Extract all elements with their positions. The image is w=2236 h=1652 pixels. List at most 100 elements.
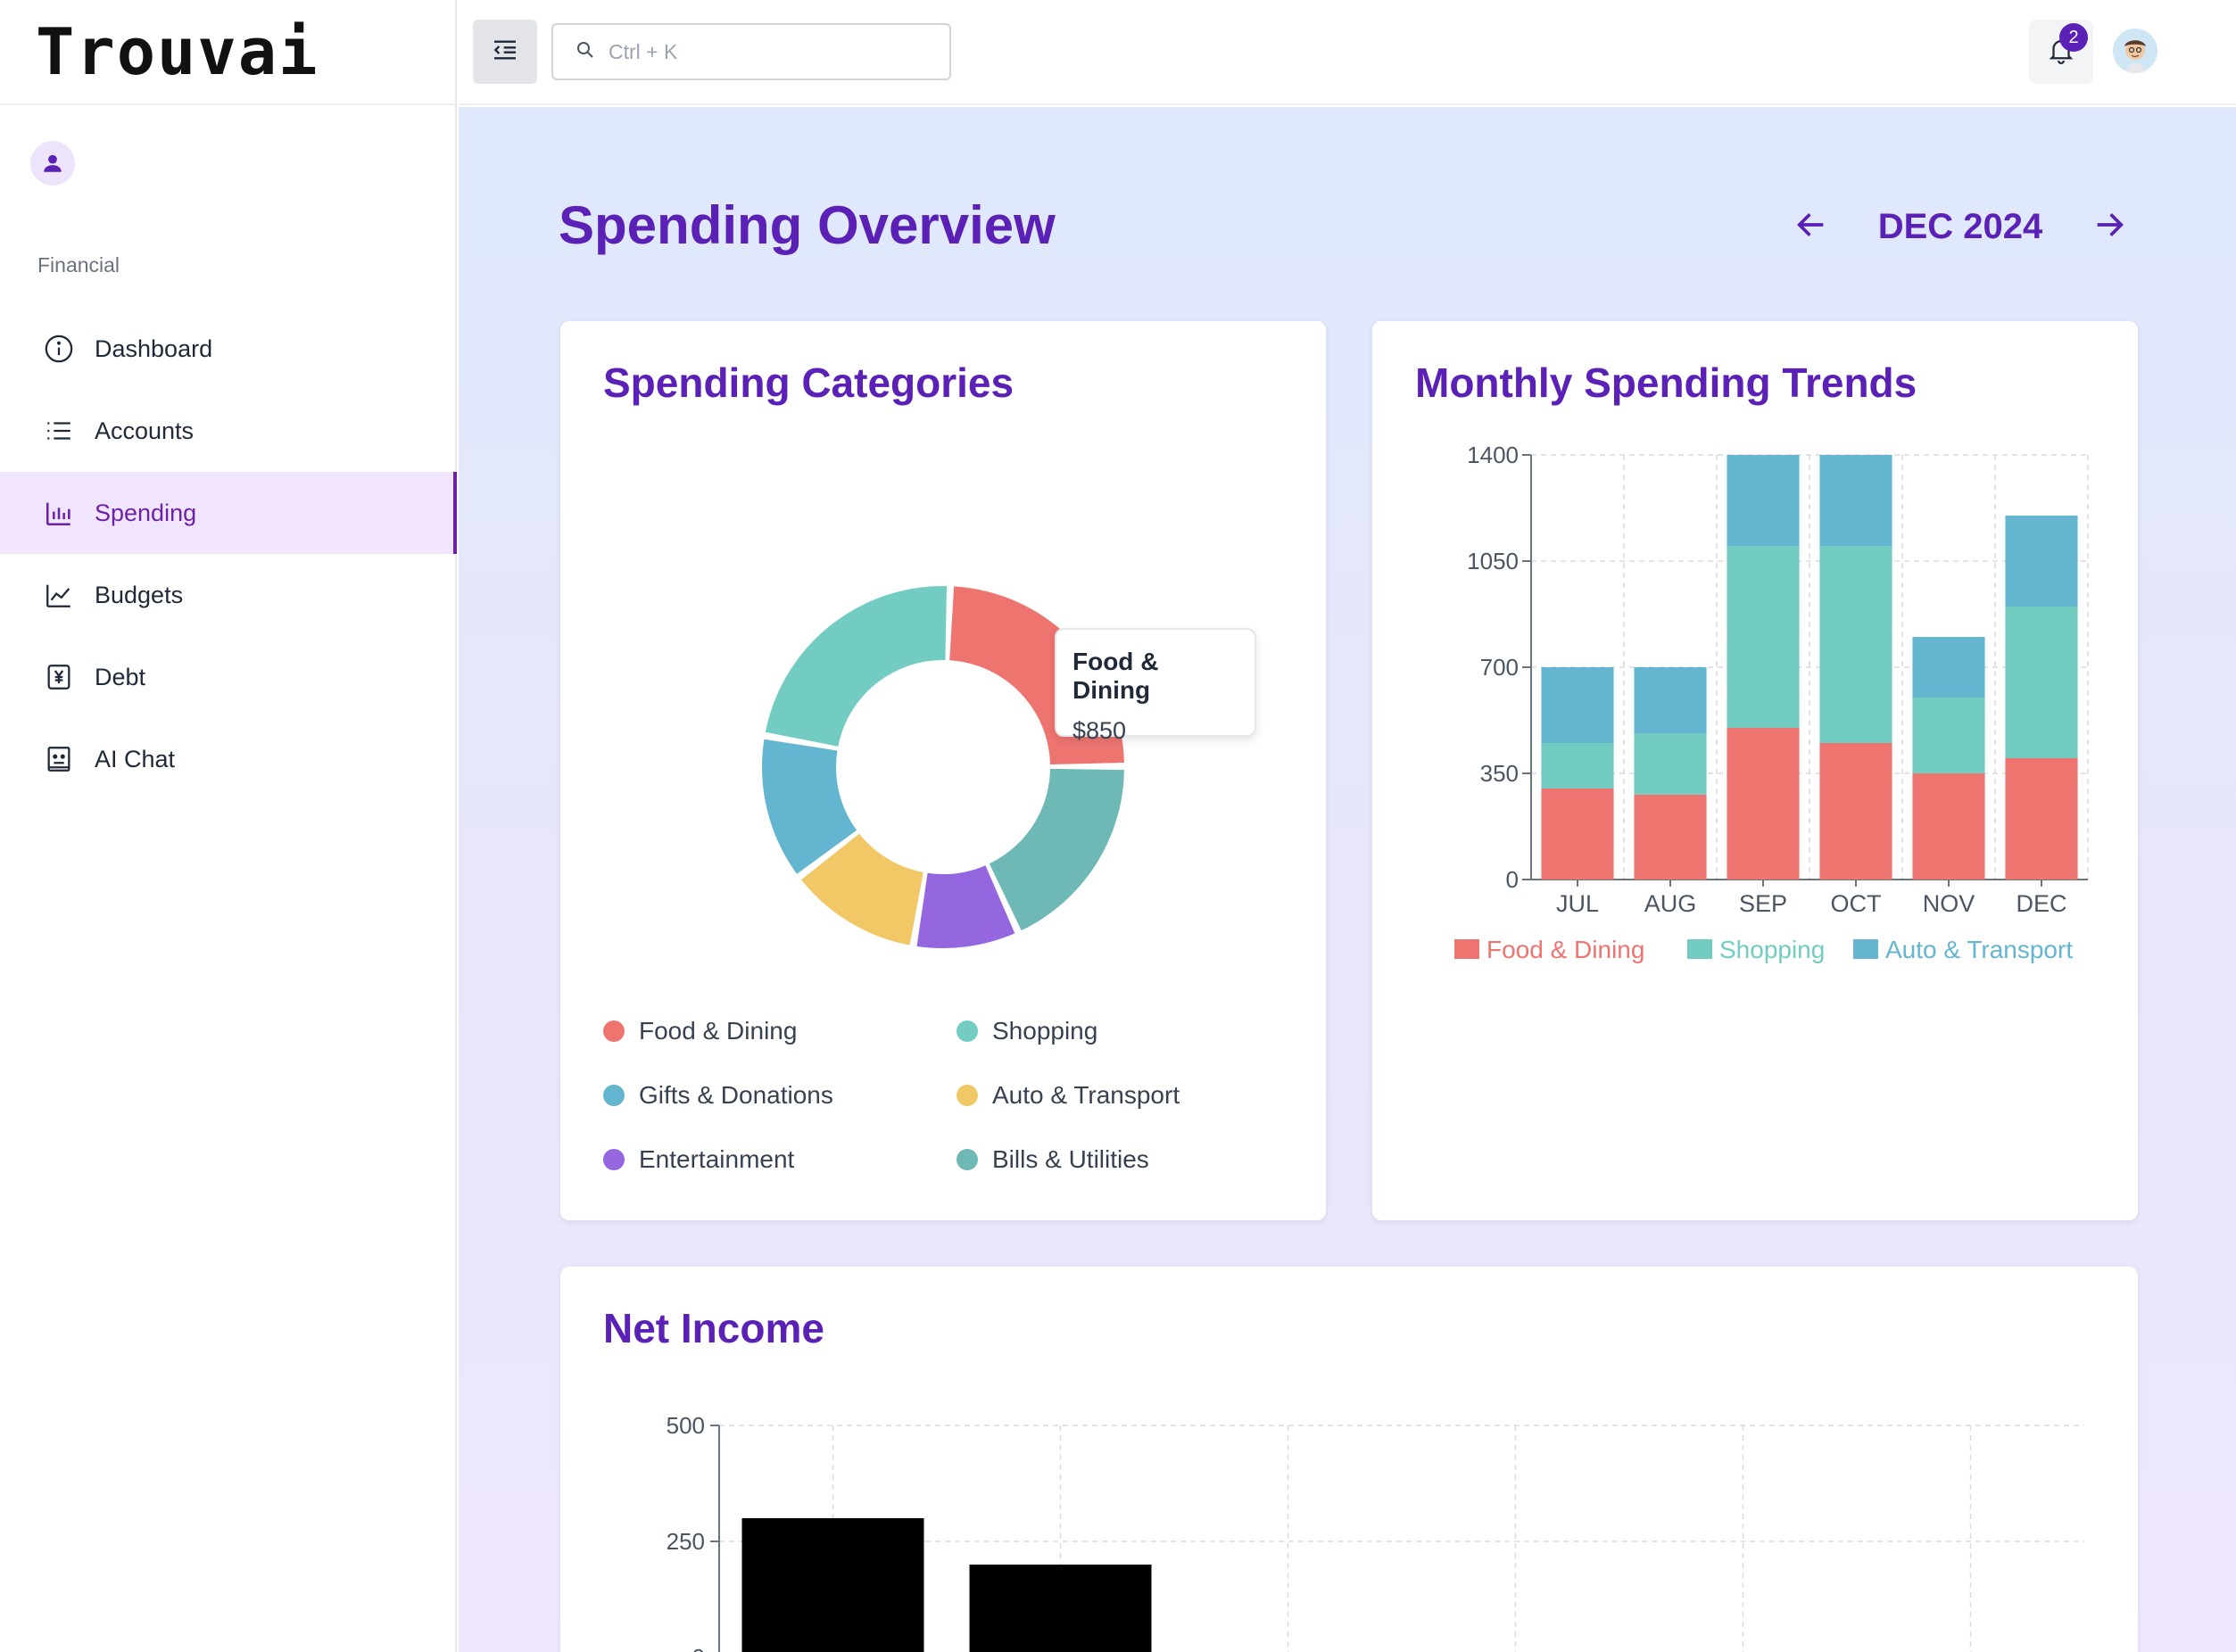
bar-segment-SEP-0[interactable] <box>1727 728 1800 880</box>
legend-swatch <box>1454 939 1479 959</box>
donut-slice-1[interactable] <box>989 768 1124 931</box>
card-title: Spending Categories <box>603 359 1014 406</box>
y-tick-label: 0 <box>1506 866 1519 893</box>
sidebar-item-spending[interactable]: Spending <box>0 472 457 554</box>
legend-dot <box>603 1020 625 1042</box>
monthly-trends-card: Monthly Spending Trends 0 350 700 1050 1400 J… <box>1372 321 2138 1220</box>
legend-dot <box>603 1085 625 1106</box>
list-icon <box>43 415 75 447</box>
donut-slice-3[interactable] <box>801 833 923 946</box>
bar-segment-JUL-1[interactable] <box>1541 743 1614 789</box>
yen-doc-icon <box>43 661 75 693</box>
sidebar-item-dashboard[interactable]: Dashboard <box>0 308 457 390</box>
next-month-button[interactable] <box>2084 202 2134 252</box>
arrow-right-icon <box>2091 207 2127 247</box>
info-circle-icon <box>43 333 75 365</box>
sidebar-item-label: Budgets <box>95 581 184 608</box>
sidebar-item-label: Dashboard <box>95 335 213 362</box>
bar-segment-AUG-2[interactable] <box>1634 667 1707 734</box>
sidebar-nav: Dashboard Accounts Spending Budgets Debt <box>0 308 457 800</box>
net-income-card: Net Income 0 250 500 <box>560 1267 2138 1652</box>
net-income-bar-chart: 0 250 500 <box>667 1412 2084 1652</box>
legend-item-gifts[interactable]: Gifts & Donations <box>603 1081 833 1110</box>
bar-segment-OCT-0[interactable] <box>1819 743 1892 880</box>
legend-label: Food & Dining <box>639 1017 798 1045</box>
page-title: Spending Overview <box>559 195 1056 255</box>
donut-chart <box>762 586 1124 948</box>
legend-label: Auto & Transport <box>992 1081 1180 1109</box>
robot-icon <box>43 743 75 775</box>
user-icon[interactable] <box>30 141 75 186</box>
tooltip-value: $850 <box>1072 717 1127 744</box>
bar-segment-DEC-0[interactable] <box>2005 758 2078 880</box>
notifications-button[interactable]: 2 <box>2029 20 2093 84</box>
spending-categories-card: Spending Categories Food & Dining Shoppi… <box>560 321 1326 1220</box>
legend-dot <box>603 1149 625 1170</box>
bar-segment-AUG-0[interactable] <box>1634 794 1707 880</box>
legend-label: Gifts & Donations <box>639 1081 833 1109</box>
y-tick-label: 500 <box>667 1412 705 1439</box>
y-tick-label: 1400 <box>1467 442 1519 468</box>
bar-segment-OCT-2[interactable] <box>1819 455 1892 546</box>
legend-dot <box>957 1149 978 1170</box>
legend-swatch <box>1687 939 1712 959</box>
x-tick-label: DEC <box>2016 890 2066 917</box>
legend-item-entertainment[interactable]: Entertainment <box>603 1145 794 1174</box>
bar-chart-icon <box>43 497 75 529</box>
app-logo[interactable]: Trouvai <box>36 14 319 89</box>
topbar: 2 <box>459 0 2236 105</box>
bar-segment-JUL-2[interactable] <box>1541 667 1614 743</box>
sidebar-item-accounts[interactable]: Accounts <box>0 390 457 472</box>
legend-item-bills[interactable]: Bills & Utilities <box>957 1145 1149 1174</box>
sidebar-item-ai-chat[interactable]: AI Chat <box>0 718 457 800</box>
sidebar-item-label: Debt <box>95 663 146 690</box>
x-tick-label: NOV <box>1923 890 1975 917</box>
collapse-menu-button[interactable] <box>473 20 537 84</box>
line-chart-icon <box>43 579 75 611</box>
donut-slice-2[interactable] <box>916 865 1015 948</box>
y-tick-label: 0 <box>692 1644 705 1652</box>
legend-item-food[interactable]: Food & Dining <box>603 1017 797 1045</box>
search-input[interactable] <box>609 39 948 64</box>
legend-label[interactable]: Food & Dining <box>1487 936 1644 963</box>
previous-month-button[interactable] <box>1786 202 1836 252</box>
search-box[interactable] <box>551 23 951 80</box>
card-title: Monthly Spending Trends <box>1415 359 1917 406</box>
legend-dot <box>957 1085 978 1106</box>
donut-slice-5[interactable] <box>765 586 948 747</box>
legend-label[interactable]: Shopping <box>1719 936 1825 963</box>
x-tick-label: OCT <box>1831 890 1882 917</box>
notification-badge: 2 <box>2059 23 2088 52</box>
bar-segment-OCT-1[interactable] <box>1819 546 1892 743</box>
legend-label: Bills & Utilities <box>992 1145 1149 1173</box>
sidebar: Trouvai Financial Dashboard Accounts Spe… <box>0 0 457 1652</box>
avatar[interactable] <box>2113 29 2157 73</box>
net-income-bar-0[interactable] <box>741 1518 924 1652</box>
y-tick-label: 250 <box>667 1528 705 1555</box>
bar-segment-DEC-2[interactable] <box>2005 516 2078 607</box>
sidebar-item-debt[interactable]: Debt <box>0 636 457 718</box>
legend-item-auto[interactable]: Auto & Transport <box>957 1081 1180 1110</box>
legend-label[interactable]: Auto & Transport <box>1885 936 2073 963</box>
bar-segment-NOV-2[interactable] <box>1912 637 1985 698</box>
arrow-left-icon <box>1793 207 1829 247</box>
bar-segment-NOV-1[interactable] <box>1912 698 1985 773</box>
bar-segment-SEP-2[interactable] <box>1727 455 1800 546</box>
legend-swatch <box>1853 939 1878 959</box>
legend-dot <box>957 1020 978 1042</box>
bar-segment-SEP-1[interactable] <box>1727 546 1800 728</box>
chart-grid <box>1530 454 2089 880</box>
current-month-label: DEC 2024 <box>1877 206 2043 246</box>
net-income-bar-1[interactable] <box>969 1565 1152 1652</box>
bar-segment-NOV-0[interactable] <box>1912 773 1985 880</box>
bar-segment-AUG-1[interactable] <box>1634 733 1707 795</box>
logo-area: Trouvai <box>0 0 455 105</box>
legend-item-shopping[interactable]: Shopping <box>957 1017 1097 1045</box>
bar-segment-DEC-1[interactable] <box>2005 607 2078 758</box>
y-tick-label: 1050 <box>1467 548 1519 574</box>
bar-segment-JUL-0[interactable] <box>1541 789 1614 880</box>
donut-slice-4[interactable] <box>762 739 857 874</box>
sidebar-item-label: Spending <box>95 499 197 526</box>
sidebar-item-budgets[interactable]: Budgets <box>0 554 457 636</box>
main-content: Spending Overview DEC 2024 Spending Cate… <box>459 107 2236 1652</box>
